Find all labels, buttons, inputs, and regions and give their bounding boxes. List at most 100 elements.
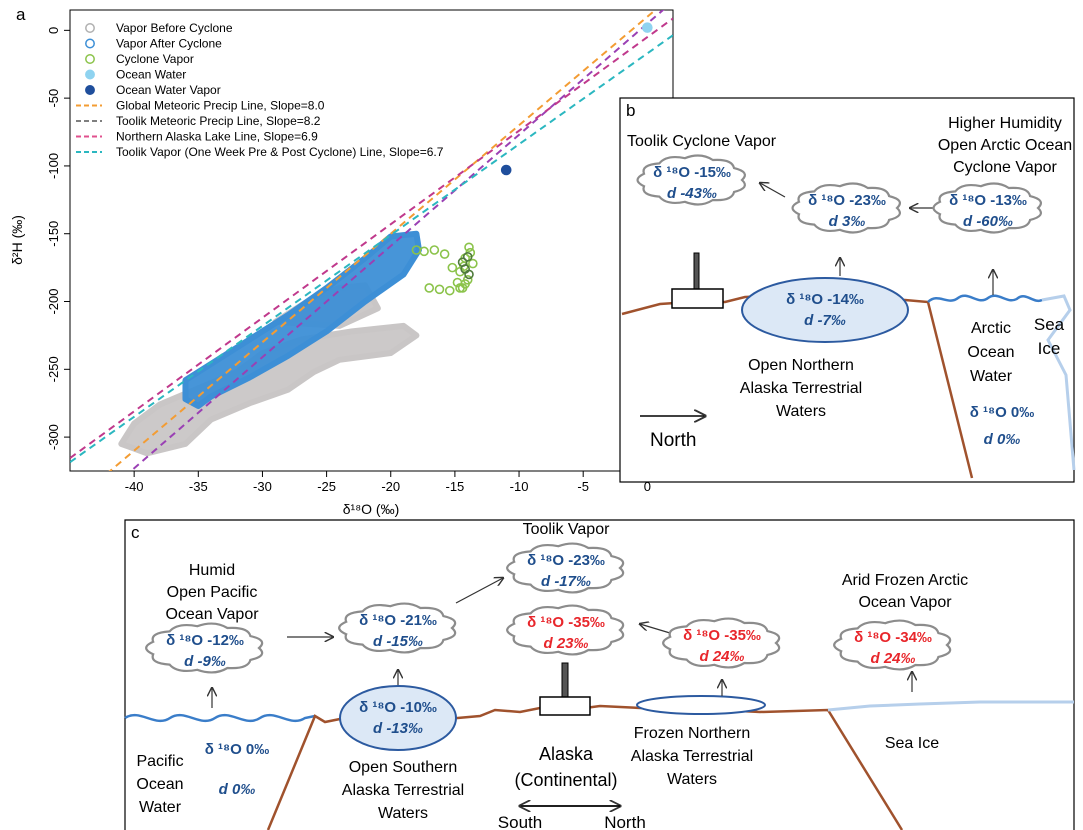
legend-label: Ocean Water Vapor <box>116 83 221 97</box>
cloud-d-excess: d 23‰ <box>543 635 588 652</box>
frozen-label-2: Alaska Terrestrial <box>631 748 753 765</box>
cloud-shape <box>506 604 625 656</box>
alaska-label-1: Alaska <box>539 744 594 764</box>
pacific-water-d18o: δ ¹⁸O 0‰ <box>205 741 270 758</box>
panel-label-a: a <box>16 5 26 24</box>
panel-b-clouds: δ ¹⁸O -15‰ d -43‰ δ ¹⁸O -23‰ d 3‰ δ ¹⁸O -13‰… <box>636 154 1042 234</box>
cloud-d-excess: d -17‰ <box>541 573 591 590</box>
y-tick-label: -300 <box>46 424 61 450</box>
open-northern-label-1: Open Northern <box>748 357 854 374</box>
frozen-label-3: Waters <box>667 771 717 788</box>
sea-ice-label: Sea Ice <box>885 735 939 752</box>
y-tick-label: -150 <box>46 221 61 247</box>
cloud-d18o: δ ¹⁸O -23‰ <box>527 552 605 569</box>
arrow-southern-to-toolik-icon <box>455 578 503 604</box>
cloud-shape <box>932 182 1042 234</box>
legend-swatch <box>85 23 95 33</box>
southern-lake-d18o: δ ¹⁸O -10‰ <box>359 699 437 716</box>
cloud-shape <box>145 622 264 674</box>
alaska-label-2: (Continental) <box>514 770 617 790</box>
legend-swatch <box>85 85 95 95</box>
cloud-d18o: δ ¹⁸O -23‰ <box>808 192 886 209</box>
x-tick-label: -15 <box>445 479 464 494</box>
regression-line-2 <box>70 17 673 459</box>
panel-label-b: b <box>626 101 635 120</box>
open-southern-label-1: Open Southern <box>349 759 458 776</box>
cloud-d-excess: d 24‰ <box>870 650 915 667</box>
arctic-water-d-excess: d 0‰ <box>984 431 1021 448</box>
cloud-shape <box>506 542 625 594</box>
pacific-ocean-surface <box>124 713 316 723</box>
cloud-d18o: δ ¹⁸O -35‰ <box>527 614 605 631</box>
y-axis: -300 -250 -200 -150 -100 -50 0 <box>46 27 70 450</box>
arid-label-2: Ocean Vapor <box>858 594 952 611</box>
legend-label: Vapor Before Cyclone <box>116 21 233 35</box>
x-tick-label: -25 <box>317 479 336 494</box>
higher-humidity-label-3: Cyclone Vapor <box>953 159 1057 176</box>
legend-entry: Global Meteoric Precip Line, Slope=8.0 <box>76 99 325 113</box>
cloud-2 <box>182 230 422 409</box>
cloud-d-excess: d -60‰ <box>963 213 1013 230</box>
data-point <box>468 258 478 269</box>
data-point <box>462 275 473 285</box>
x-tick-label: -10 <box>510 479 529 494</box>
y-tick-label: -250 <box>46 356 61 382</box>
data-point <box>455 283 465 293</box>
y-axis-label: δ²H (‰) <box>9 215 25 265</box>
regression-line-1 <box>129 10 665 471</box>
sea-label: Sea <box>1034 315 1065 334</box>
vapor-cloud-toolik-lower: δ ¹⁸O -35‰ d 23‰ <box>506 604 625 656</box>
vapor-cloud-arid: δ ¹⁸O -34‰ d 24‰ <box>833 619 952 671</box>
data-point <box>457 257 468 267</box>
continental-land-profile <box>266 704 904 830</box>
south-label: South <box>498 813 542 830</box>
legend-entry: Ocean Water Vapor <box>85 83 221 97</box>
higher-humidity-label-2: Open Arctic Ocean <box>938 137 1072 154</box>
panel-c-clouds: δ ¹⁸O -12‰ d -9‰ δ ¹⁸O -21‰ d -15‰ δ ¹⁸O -23… <box>145 542 952 674</box>
open-southern-label-3: Waters <box>378 805 428 822</box>
legend-entry: Vapor After Cyclone <box>85 37 222 51</box>
y-tick-label: -50 <box>46 89 61 108</box>
vapor-cloud-toolik-upper: δ ¹⁸O -23‰ d -17‰ <box>506 542 625 594</box>
legend-label: Vapor After Cyclone <box>116 37 222 51</box>
humid-label-2: Open Pacific <box>167 584 258 601</box>
open-southern-label-2: Alaska Terrestrial <box>342 782 464 799</box>
cloud-shape <box>636 154 746 206</box>
data-point <box>434 284 445 295</box>
vapor-cloud-frozen: δ ¹⁸O -35‰ d 24‰ <box>662 617 781 669</box>
x-tick-label: -20 <box>381 479 400 494</box>
vapor-cloud-middle: δ ¹⁸O -23‰ d 3‰ <box>791 182 901 234</box>
data-point <box>500 164 512 176</box>
panel-c-frame <box>124 519 1075 830</box>
data-point <box>464 269 474 280</box>
x-tick-label: -35 <box>189 479 208 494</box>
pacific-label-3: Water <box>139 799 182 816</box>
cloud-d-excess: d -43‰ <box>667 185 717 202</box>
arctic-ocean-water-label-1: Arctic <box>971 320 1011 337</box>
arctic-water-d18o: δ ¹⁸O 0‰ <box>970 404 1035 421</box>
x-tick-label: 0 <box>644 479 651 494</box>
southern-lake <box>339 685 457 751</box>
ice-label: Ice <box>1038 339 1061 358</box>
cloud-d18o: δ ¹⁸O -12‰ <box>166 632 244 649</box>
toolik-cyclone-vapor-label: Toolik Cyclone Vapor <box>627 133 777 150</box>
vapor-cloud-southern: δ ¹⁸O -21‰ d -15‰ <box>338 602 457 654</box>
cloud-d18o: δ ¹⁸O -21‰ <box>359 612 437 629</box>
cloud-shape <box>791 182 901 234</box>
lake-d18o: δ ¹⁸O -14‰ <box>786 291 864 308</box>
legend-entry: Northern Alaska Lake Line, Slope=6.9 <box>76 130 318 144</box>
arrow-frozen-to-toolik-icon <box>640 624 671 634</box>
legend-entry: Toolik Meteoric Precip Line, Slope=8.2 <box>76 114 321 128</box>
data-point <box>444 285 455 296</box>
legend-swatch <box>85 69 95 80</box>
pacific-label-2: Ocean <box>136 776 183 793</box>
panel-c: c δ ¹⁸O -10‰ d -13‰ Humid Open Pacific O… <box>124 519 1075 830</box>
north-label-c: North <box>604 813 646 830</box>
cloud-d-excess: d -9‰ <box>184 653 226 670</box>
cloud-d18o: δ ¹⁸O -13‰ <box>949 192 1027 209</box>
legend-swatch <box>85 38 95 49</box>
vapor-cloud-arctic: δ ¹⁸O -13‰ d -60‰ <box>932 182 1042 234</box>
terrestrial-lake <box>741 277 909 343</box>
pacific-water-d-excess: d 0‰ <box>219 781 256 798</box>
panel-b: b δ ¹⁸O -14‰ d -7‰ Toolik Cyclone Vapor … <box>619 97 1076 483</box>
